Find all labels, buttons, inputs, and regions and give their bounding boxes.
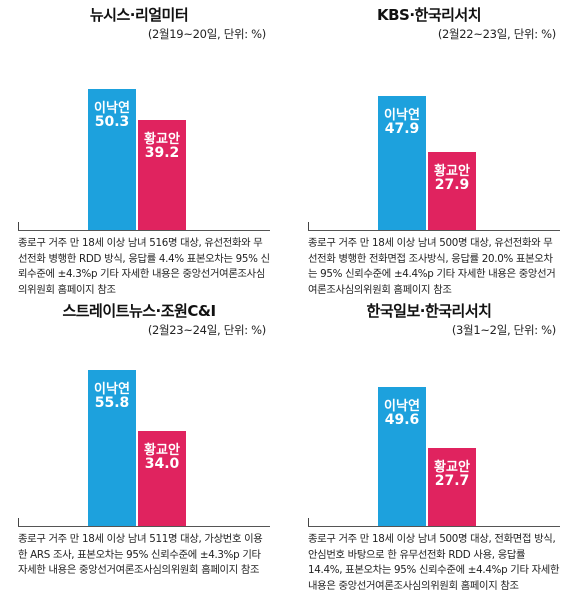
survey-note: 종로구 거주 만 18세 이상 남녀 516명 대상, 유선전화와 무선전화 병… (18, 237, 270, 296)
chart-title: 한국일보·한국리서치 (366, 302, 492, 320)
bar-value-label: 50.3 (94, 114, 130, 130)
poll-panel: 한국일보·한국리서치 (3월1~2일, 단위: %) 이낙연 49.6 황교안 27.7 종… (298, 300, 560, 592)
poll-panel: 뉴시스·리얼미터 (2월19~20일, 단위: %) 이낙연 50.3 황교안 39.2 종… (8, 4, 270, 296)
survey-note: 종로구 거주 만 18세 이상 남녀 500명 대상, 전화면접 방식, 안심번… (308, 533, 560, 592)
poll-panel: KBS·한국리서치 (2월22~23일, 단위: %) 이낙연 47.9 황교안 27.9… (298, 4, 560, 296)
bar-lee-nak-yon: 이낙연 49.6 (378, 387, 426, 526)
chart-title: 뉴시스·리얼미터 (89, 6, 189, 24)
left-rule (308, 222, 309, 230)
bar-category-label: 이낙연 (384, 108, 420, 123)
chart-baseline (308, 230, 560, 231)
chart-subtitle: (2월22~23일, 단위: %) (437, 27, 556, 41)
chart-subtitle: (3월1~2일, 단위: %) (451, 323, 556, 337)
poll-panel: 스트레이트뉴스·조원C&I (2월23~24일, 단위: %) 이낙연 55.8 황교안… (8, 300, 270, 576)
bar-category-label: 황교안 (434, 460, 470, 475)
bar-value-label: 27.7 (434, 473, 470, 489)
bar-hwang-kyo-ahn: 황교안 27.7 (428, 448, 476, 526)
bar-hwang-kyo-ahn: 황교안 34.0 (138, 431, 186, 526)
chart-baseline (18, 230, 270, 231)
bar-lee-nak-yon: 이낙연 55.8 (88, 370, 136, 526)
chart-title: KBS·한국리서치 (376, 6, 482, 24)
survey-note: 종로구 거주 만 18세 이상 남녀 500명 대상, 유선전화와 무선전화 병… (308, 237, 556, 296)
bar-value-label: 39.2 (144, 145, 180, 161)
chart-baseline (308, 526, 560, 527)
bar-hwang-kyo-ahn: 황교안 39.2 (138, 120, 186, 230)
left-rule (18, 222, 19, 230)
bar-value-label: 34.0 (144, 456, 180, 472)
bar-value-label: 47.9 (384, 121, 420, 137)
chart-title: 스트레이트뉴스·조원C&I (62, 302, 216, 320)
bar-hwang-kyo-ahn: 황교안 27.9 (428, 152, 476, 230)
chart-subtitle: (2월23~24일, 단위: %) (147, 323, 266, 337)
bar-category-label: 황교안 (144, 132, 180, 147)
chart-baseline (18, 526, 270, 527)
bar-category-label: 이낙연 (94, 382, 130, 397)
survey-note: 종로구 거주 만 18세 이상 남녀 511명 대상, 가상번호 이용한 ARS… (18, 533, 263, 576)
bar-value-label: 49.6 (384, 412, 420, 428)
bar-category-label: 황교안 (144, 443, 180, 458)
left-rule (308, 518, 309, 526)
bar-category-label: 이낙연 (94, 101, 130, 116)
bar-value-label: 27.9 (434, 177, 470, 193)
bar-lee-nak-yon: 이낙연 47.9 (378, 96, 426, 230)
left-rule (18, 518, 19, 526)
bar-value-label: 55.8 (94, 395, 130, 411)
bar-lee-nak-yon: 이낙연 50.3 (88, 89, 136, 230)
chart-subtitle: (2월19~20일, 단위: %) (147, 27, 266, 41)
bar-category-label: 이낙연 (384, 399, 420, 414)
bar-category-label: 황교안 (434, 164, 470, 179)
